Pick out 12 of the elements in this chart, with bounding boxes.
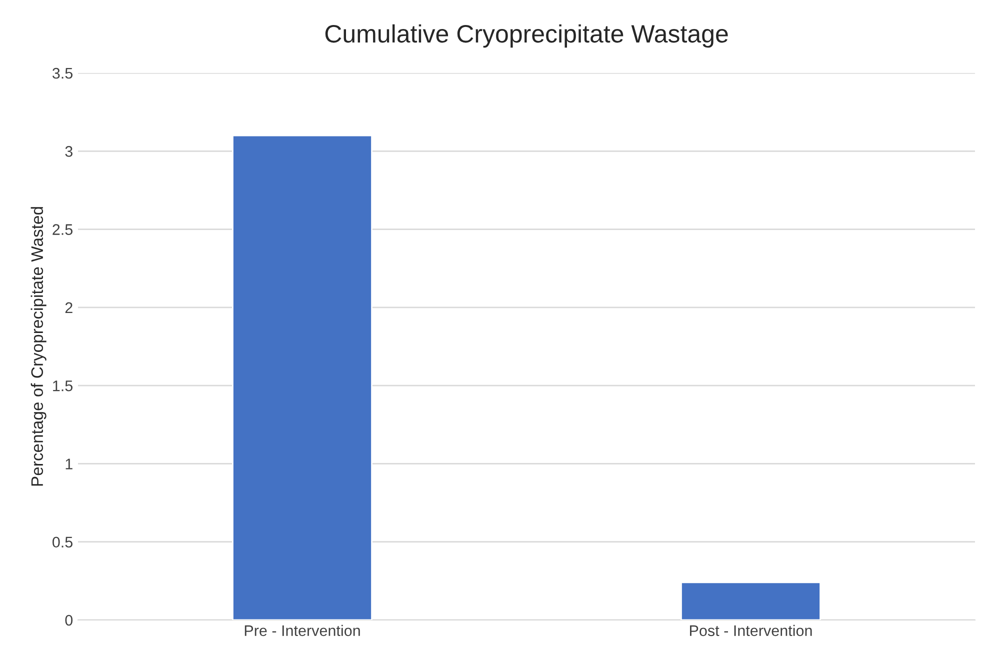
y-tick-label: 0.5 xyxy=(52,536,72,548)
chart-title: Cumulative Cryoprecipitate Wastage xyxy=(325,24,728,48)
y-axis-title: Percentage of Cryoprecipitate Wasted xyxy=(30,207,46,486)
x-tick-label: Post - Intervention xyxy=(690,624,812,636)
y-tick-label: 2 xyxy=(65,302,72,313)
y-tick-label: 3.5 xyxy=(52,68,72,79)
y-tick-label: 3 xyxy=(65,146,72,157)
y-tick-label: 1 xyxy=(66,458,72,470)
y-tick-label: 2.5 xyxy=(52,224,72,235)
y-tick-label: 1.5 xyxy=(53,380,72,392)
x-tick-label: Pre - Intervention xyxy=(244,624,360,636)
y-tick-label: 0 xyxy=(65,614,73,626)
